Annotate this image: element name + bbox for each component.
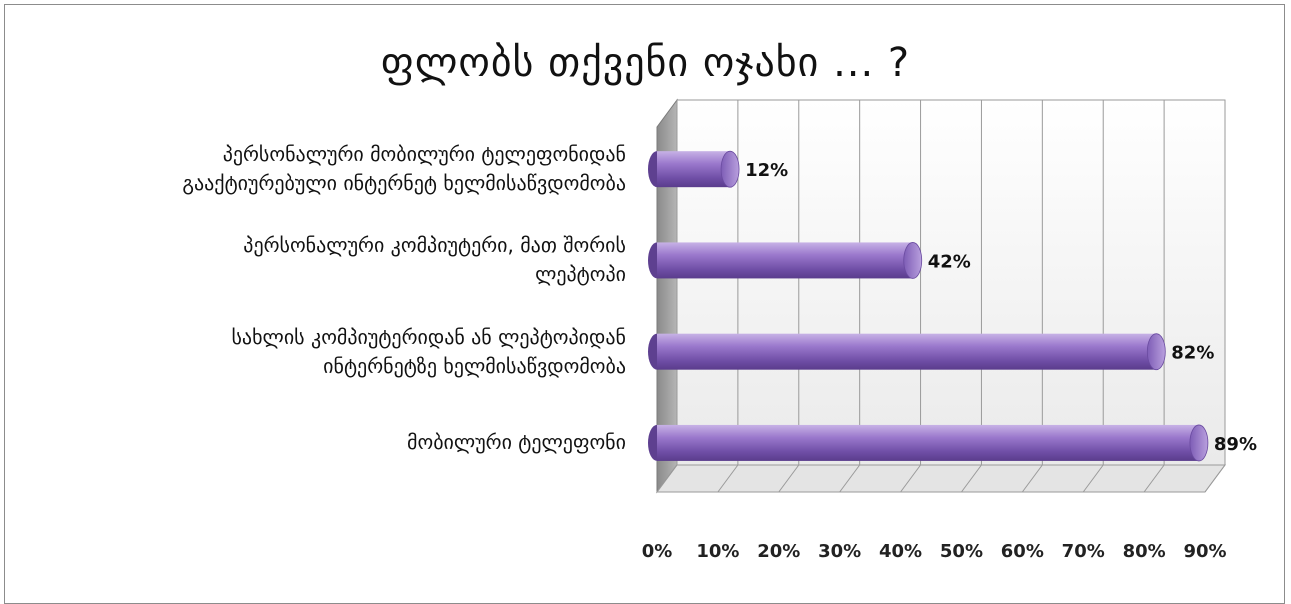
x-tick-label: 90% (1183, 541, 1226, 562)
category-label-line: პერსონალური მობილური ტელეფონიდან (222, 142, 626, 167)
gridline-floor (656, 464, 678, 493)
category-label-line: გააქტიურებული ინტერნეტ ხელმისაწვდომობა (182, 171, 626, 196)
bar: 12% (648, 150, 788, 188)
x-tick-label: 60% (1001, 541, 1044, 562)
data-label: 89% (1214, 434, 1257, 455)
category-label: პერსონალური კომპიუტერი, მათ შორის ლეპტოპი (0, 231, 626, 289)
bar-cap (903, 242, 923, 279)
x-tick-label: 20% (757, 541, 800, 562)
gridline-floor (1143, 464, 1165, 493)
bars: 12% 42% 82% 89% (648, 150, 1257, 462)
category-label-line: მობილური ტელეფონი (407, 430, 626, 455)
gridline-floor (1204, 464, 1226, 493)
x-tick-label: 0% (642, 541, 673, 562)
x-tick-label: 50% (940, 541, 983, 562)
category-label: პერსონალური მობილური ტელეფონიდან გააქტიურ… (0, 140, 626, 198)
bar: 42% (648, 242, 971, 279)
floor (656, 464, 1226, 493)
category-label-line: პერსონალური კომპიუტერი, მათ შორის (243, 233, 626, 258)
gridline-floor (961, 464, 982, 493)
category-label-line: ლეპტოპი (535, 262, 626, 287)
bar-cap (1189, 424, 1209, 462)
x-tick-label: 30% (818, 541, 861, 562)
x-axis-ticks: 0% 10% 20% 30% 40% 50% 60% 70% 80% 90% (642, 541, 1227, 562)
gridline-floor (717, 464, 739, 493)
bar-cap (1146, 333, 1166, 371)
bar-body (657, 424, 1199, 461)
x-tick-label: 10% (696, 541, 739, 562)
category-label: მობილური ტელეფონი (0, 428, 626, 457)
plot-walls (656, 98, 1226, 494)
gridline-floor (839, 464, 861, 493)
x-tick-label: 70% (1062, 541, 1105, 562)
gridline-floor (900, 464, 921, 493)
x-tick-label: 80% (1123, 541, 1166, 562)
bar-body (657, 242, 913, 279)
bar: 89% (648, 424, 1257, 462)
bar-cap (720, 150, 740, 188)
data-label: 12% (745, 160, 788, 181)
data-label: 82% (1171, 343, 1214, 364)
gridline-floor (1021, 464, 1043, 493)
x-tick-label: 40% (879, 541, 922, 562)
category-label-line: ინტერნეტზე ხელმისაწვდომობა (323, 353, 626, 378)
category-label-line: სახლის კომპიუტერიდან ან ლეპტოპიდან (231, 324, 626, 349)
data-label: 42% (928, 251, 971, 272)
gridline-floor (1082, 464, 1104, 493)
bar-body (657, 333, 1157, 370)
chart-title: ფლობს თქვენი ოჯახი ... ? (380, 40, 911, 86)
category-label: სახლის კომპიუტერიდან ან ლეპტოპიდან ინტერნ… (0, 323, 626, 381)
gridline-floor (778, 464, 800, 493)
bar-body (657, 151, 731, 188)
gridlines (656, 100, 1226, 493)
back-wall (676, 99, 1226, 466)
bar: 82% (648, 333, 1214, 371)
